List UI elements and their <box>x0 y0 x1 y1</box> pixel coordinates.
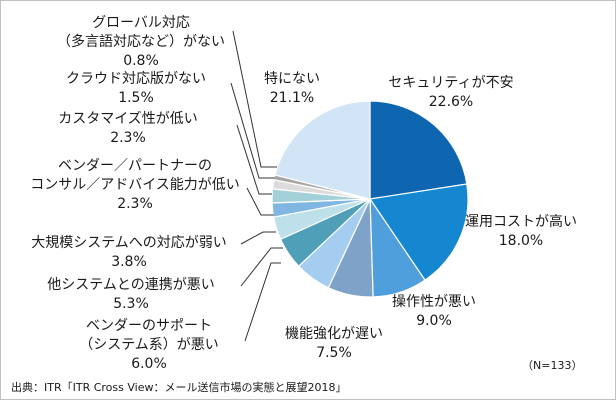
pie-slice <box>368 183 469 281</box>
slice-label: 他システムとの連携が悪い 5.3% <box>11 276 251 314</box>
leader-line <box>240 231 276 245</box>
slice-label-name: ベンダー／パートナーの <box>58 158 212 174</box>
slice-label-value: 5.3% <box>113 296 149 312</box>
slice-label-name: 大規模システムへの対応が弱い <box>31 235 227 251</box>
slice-label: 操作性が悪い 9.0% <box>379 293 489 331</box>
slice-label-name: 機能強化が遅い <box>285 326 383 342</box>
slice-label: カスタマイズ性が低い 2.3% <box>18 110 238 148</box>
slice-label-name: （システム系）が悪い <box>79 337 219 353</box>
slice-label-value: 3.8% <box>111 254 147 270</box>
slice-label-value: 6.0% <box>131 356 167 372</box>
leader-line <box>230 82 275 179</box>
source-note: 出典：ITR「ITR Cross View：メール送信市場の実態と展望2018」 <box>11 381 347 394</box>
slice-label-name: ベンダーのサポート <box>86 318 212 334</box>
sample-size-note: （N=133） <box>522 359 583 372</box>
leader-line <box>232 30 277 168</box>
slice-label-name: 運用コストが高い <box>465 214 577 230</box>
slice-label-value: 7.5% <box>316 345 352 361</box>
pie-slice <box>274 100 371 200</box>
slice-label-value: 21.1% <box>269 90 315 106</box>
slice-label: セキュリティが不安 22.6% <box>371 74 531 112</box>
slice-label-value: 18.0% <box>498 233 544 249</box>
slice-label: ベンダーのサポート （システム系）が悪い 6.0% <box>49 317 249 374</box>
slice-label: 機能強化が遅い 7.5% <box>269 325 399 363</box>
slice-label-name: 操作性が悪い <box>392 294 476 310</box>
slice-label: 運用コストが高い 18.0% <box>461 213 581 251</box>
slice-label-name: コンサル／アドバイス能力が低い <box>30 177 240 193</box>
slice-label-value: 2.3% <box>110 130 146 146</box>
slice-label-name: 他システムとの連携が悪い <box>47 277 215 293</box>
slice-label-name: グローバル対応 <box>92 15 190 31</box>
slice-label: グローバル対応 （多言語対応など）がない 0.8% <box>36 14 246 71</box>
slice-label: ベンダー／パートナーのコンサル／アドバイス能力が低い 2.3% <box>5 157 265 214</box>
leader-line <box>236 124 272 195</box>
leader-line <box>240 247 283 287</box>
slice-label: クラウド対応版がない 1.5% <box>36 70 236 108</box>
slice-label-name: セキュリティが不安 <box>388 75 514 91</box>
slice-label-value: 2.3% <box>117 196 153 212</box>
leader-line <box>246 187 274 216</box>
slice-label-name: （多言語対応など）がない <box>57 34 225 50</box>
slice-label-value: 22.6% <box>428 94 474 110</box>
slice-label-value: 9.0% <box>416 313 452 329</box>
slice-label-value: 1.5% <box>118 90 154 106</box>
slice-label-name: クラウド対応版がない <box>66 71 206 87</box>
slice-label: 大規模システムへの対応が弱い 3.8% <box>9 234 249 272</box>
slice-label-name: 特にない <box>264 71 320 87</box>
slice-label: 特にない 21.1% <box>237 70 347 108</box>
slice-label-name: カスタマイズ性が低い <box>58 111 198 127</box>
slice-label-value: 0.8% <box>123 53 159 69</box>
leader-line <box>244 262 281 342</box>
pie-slice <box>369 100 468 200</box>
